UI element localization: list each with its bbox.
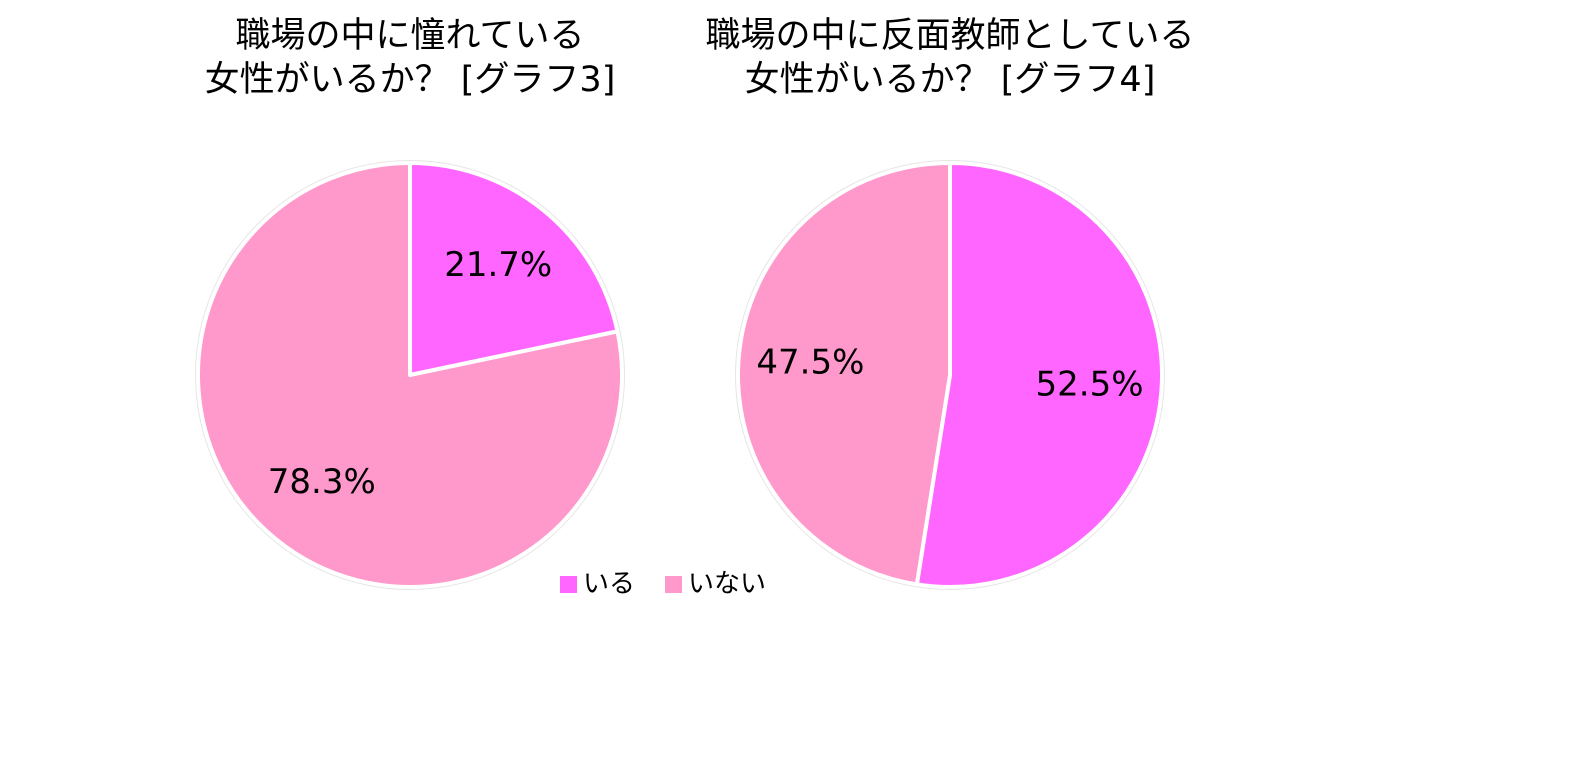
legend-label: いない xyxy=(688,569,767,599)
legend-swatch xyxy=(665,575,683,593)
pie-slice-iru xyxy=(914,161,1164,589)
pie-slice-iru xyxy=(408,161,620,377)
pie-chart-graph4: 52.5% 47.5% xyxy=(735,160,1165,590)
pie-chart-graph3: 21.7% 78.3% xyxy=(195,160,625,590)
pie-slice-inai xyxy=(736,161,952,587)
data-label-inai: 78.3% xyxy=(268,462,376,502)
chart-title-line: 職場の中に反面教師としている xyxy=(705,16,1195,56)
chart-title-graph4: 職場の中に反面教師としている 女性がいるか？ [グラフ4] xyxy=(690,14,1210,102)
legend-swatch xyxy=(560,575,577,593)
legend-item-iru: いる xyxy=(560,566,635,602)
data-label-inai: 47.5% xyxy=(756,343,864,383)
legend-item-inai: いない xyxy=(665,566,766,602)
chart-title-line: 女性がいるか？ [グラフ3] xyxy=(204,60,616,100)
chart-legend: いる いない xyxy=(560,566,796,602)
data-label-iru: 52.5% xyxy=(1036,364,1144,404)
pie-slice-inai xyxy=(196,161,624,589)
chart-title-line: 女性がいるか？ [グラフ4] xyxy=(744,60,1156,100)
legend-label: いる xyxy=(583,569,636,599)
chart-title-line: 職場の中に憧れている xyxy=(235,16,585,56)
data-label-iru: 21.7% xyxy=(444,245,552,285)
chart-title-graph3: 職場の中に憧れている 女性がいるか？ [グラフ3] xyxy=(150,14,670,102)
